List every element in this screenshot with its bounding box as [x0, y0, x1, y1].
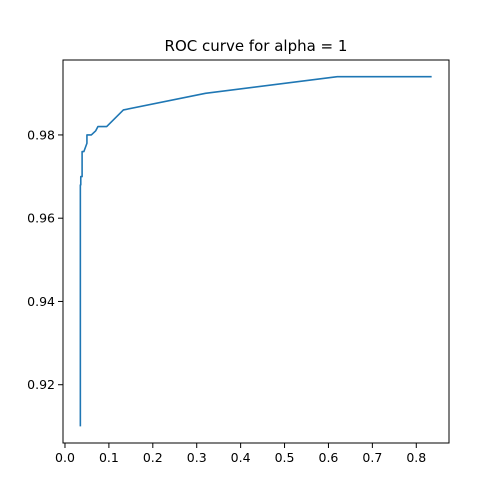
y-tick-label: 0.96	[27, 211, 55, 226]
y-tick-label: 0.98	[27, 127, 55, 142]
roc-curve-line	[79, 75, 432, 427]
plot-area	[79, 75, 432, 427]
x-tick-label: 0.4	[231, 450, 251, 465]
y-tick-label: 0.94	[27, 294, 55, 309]
x-tick-label: 0.1	[99, 450, 119, 465]
x-axis-ticks: 0.0 0.1 0.2 0.3 0.4 0.5 0.6 0.7 0.8	[55, 443, 426, 465]
x-tick-label: 0.5	[275, 450, 295, 465]
y-axis-ticks: 0.92 0.94 0.96 0.98	[27, 127, 63, 392]
x-tick-label: 0.0	[55, 450, 75, 465]
x-tick-label: 0.7	[362, 450, 382, 465]
chart-title: ROC curve for alpha = 1	[165, 37, 348, 55]
x-tick-label: 0.6	[319, 450, 339, 465]
axes-frame	[62, 59, 450, 444]
x-tick-label: 0.3	[187, 450, 207, 465]
x-tick-label: 0.2	[143, 450, 163, 465]
x-tick-label: 0.8	[406, 450, 426, 465]
y-tick-label: 0.92	[27, 377, 55, 392]
